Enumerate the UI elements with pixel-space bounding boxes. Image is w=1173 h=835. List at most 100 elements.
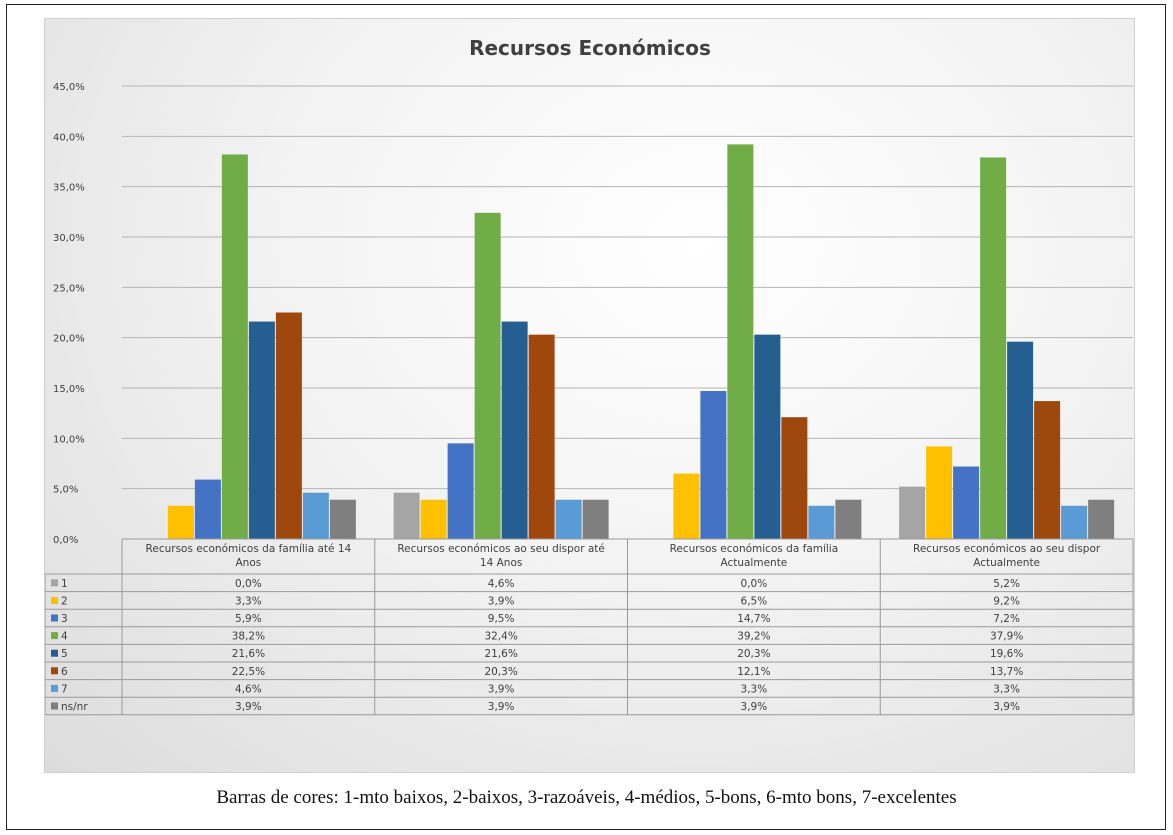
category-label: Recursos económicos da família xyxy=(670,543,839,555)
legend-label: 4 xyxy=(61,631,68,643)
legend-label: 7 xyxy=(61,683,68,695)
bar-7 xyxy=(555,499,582,539)
y-tick-label: 0,0% xyxy=(53,535,78,546)
data-label: 20,3% xyxy=(484,666,517,678)
bar-6 xyxy=(528,334,555,539)
y-tick-label: 20,0% xyxy=(53,334,85,345)
data-label: 12,1% xyxy=(737,666,770,678)
category-label: Recursos económicos ao seu dispor até xyxy=(397,543,605,555)
bar-3 xyxy=(953,466,980,539)
bar-6 xyxy=(1034,401,1061,539)
legend-label: 3 xyxy=(61,613,68,625)
legend-key-ns-nr xyxy=(51,702,58,710)
bar-3 xyxy=(194,479,221,539)
bar-7 xyxy=(302,492,329,539)
data-label: 19,6% xyxy=(990,648,1023,660)
bar-ns-nr xyxy=(329,499,356,539)
legend-label: 5 xyxy=(61,648,68,660)
bar-2 xyxy=(926,446,953,539)
data-label: 3,9% xyxy=(993,701,1020,713)
bar-3 xyxy=(700,391,727,539)
category-label: Actualmente xyxy=(973,557,1040,569)
figure-caption: Barras de cores: 1-mto baixos, 2-baixos,… xyxy=(216,787,957,808)
data-label: 3,9% xyxy=(741,701,768,713)
data-label: 4,6% xyxy=(235,683,262,695)
bar-4 xyxy=(221,154,248,539)
chart-title: Recursos Económicos xyxy=(469,36,711,60)
data-label: 5,9% xyxy=(235,613,262,625)
bar-5 xyxy=(1007,341,1034,539)
data-label: 39,2% xyxy=(737,631,770,643)
y-tick-label: 10,0% xyxy=(53,434,85,445)
legend-label: 2 xyxy=(61,595,68,607)
bar-5 xyxy=(754,334,781,539)
data-label: 3,9% xyxy=(488,683,515,695)
legend-label: 6 xyxy=(61,666,68,678)
category-label: Actualmente xyxy=(720,557,787,569)
category-label: Recursos económicos da família até 14 xyxy=(146,543,352,555)
data-label: 22,5% xyxy=(232,666,265,678)
y-tick-label: 35,0% xyxy=(53,183,85,194)
bar-ns-nr xyxy=(582,499,609,539)
bar-ns-nr xyxy=(1088,499,1115,539)
bar-2 xyxy=(167,505,194,539)
y-tick-label: 45,0% xyxy=(53,82,85,93)
legend-key-6 xyxy=(51,667,58,675)
bar-4 xyxy=(980,157,1007,539)
data-label: 13,7% xyxy=(990,666,1023,678)
data-label: 20,3% xyxy=(737,648,770,660)
data-label: 5,2% xyxy=(993,578,1020,590)
data-label: 3,3% xyxy=(741,683,768,695)
legend-label: 1 xyxy=(61,578,68,590)
category-label: Anos xyxy=(236,557,262,569)
bar-2 xyxy=(420,499,447,539)
y-tick-label: 15,0% xyxy=(53,384,85,395)
data-label: 14,7% xyxy=(737,613,770,625)
bar-6 xyxy=(275,312,302,539)
data-label: 21,6% xyxy=(232,648,265,660)
y-tick-label: 25,0% xyxy=(53,283,85,294)
legend-key-3 xyxy=(51,614,58,622)
data-label: 3,9% xyxy=(235,701,262,713)
legend-key-7 xyxy=(51,684,58,692)
category-label: Recursos económicos ao seu dispor xyxy=(913,543,1101,555)
chart-panel: Recursos Económicos 0,0% 5,0% 10,0% 15,0% 20,… xyxy=(44,18,1135,773)
y-tick-label: 5,0% xyxy=(53,485,78,496)
bar-chart: Recursos Económicos0,0%5,0%10,0%15,0%20,… xyxy=(44,36,1134,716)
bar-1 xyxy=(393,492,420,539)
data-label: 4,6% xyxy=(488,578,515,590)
data-label: 0,0% xyxy=(235,578,262,590)
bar-3 xyxy=(447,443,474,539)
bar-7 xyxy=(1061,505,1088,539)
bar-7 xyxy=(808,505,835,539)
data-label: 21,6% xyxy=(484,648,517,660)
data-label: 9,2% xyxy=(993,595,1020,607)
bar-4 xyxy=(727,144,754,539)
data-label: 6,5% xyxy=(741,595,768,607)
y-tick-label: 40,0% xyxy=(53,132,85,143)
bar-4 xyxy=(474,212,501,539)
legend-key-1 xyxy=(51,579,58,587)
data-label: 3,9% xyxy=(488,595,515,607)
bar-6 xyxy=(781,417,808,539)
legend-key-2 xyxy=(51,596,58,604)
data-label: 3,3% xyxy=(235,595,262,607)
data-label: 32,4% xyxy=(484,631,517,643)
data-label: 38,2% xyxy=(232,631,265,643)
data-label: 0,0% xyxy=(741,578,768,590)
bar-5 xyxy=(501,321,528,539)
bar-1 xyxy=(899,486,926,539)
bar-5 xyxy=(248,321,275,539)
data-label: 9,5% xyxy=(488,613,515,625)
legend-key-4 xyxy=(51,632,58,640)
data-label: 7,2% xyxy=(993,613,1020,625)
data-label: 37,9% xyxy=(990,631,1023,643)
legend-label: ns/nr xyxy=(61,701,88,713)
bar-2 xyxy=(673,473,700,539)
data-label: 3,9% xyxy=(488,701,515,713)
bar-ns-nr xyxy=(835,499,862,539)
data-label: 3,3% xyxy=(993,683,1020,695)
legend-key-5 xyxy=(51,649,58,657)
y-tick-label: 30,0% xyxy=(53,233,85,244)
category-label: 14 Anos xyxy=(480,557,522,569)
